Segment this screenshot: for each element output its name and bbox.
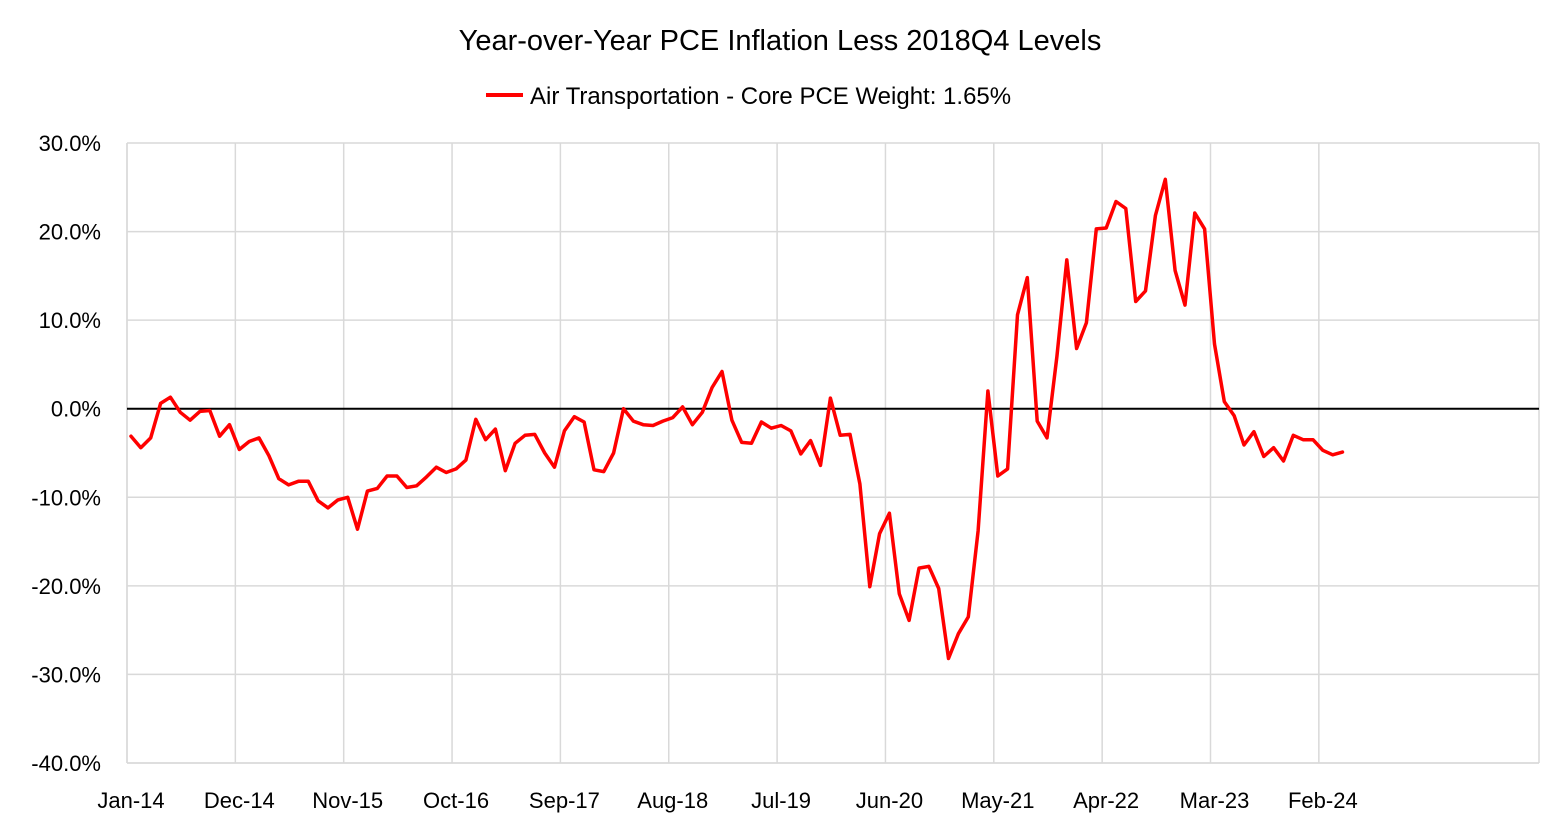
legend: Air Transportation - Core PCE Weight: 1.… xyxy=(486,83,1011,110)
x-tick-label: Nov-15 xyxy=(312,788,383,813)
x-tick-label: Oct-16 xyxy=(423,788,489,813)
y-tick-label: 10.0% xyxy=(39,308,101,333)
y-tick-label: -30.0% xyxy=(31,662,101,687)
y-tick-label: 20.0% xyxy=(39,220,101,245)
y-tick-label: 30.0% xyxy=(39,131,101,156)
x-tick-label: Jul-19 xyxy=(751,788,811,813)
y-tick-label: 0.0% xyxy=(51,397,101,422)
x-tick-label: Jun-20 xyxy=(856,788,923,813)
x-tick-label: Jan-14 xyxy=(97,788,164,813)
chart-title: Year-over-Year PCE Inflation Less 2018Q4… xyxy=(459,25,1102,57)
x-tick-label: May-21 xyxy=(961,788,1034,813)
x-tick-label: Dec-14 xyxy=(204,788,275,813)
x-tick-label: Aug-18 xyxy=(637,788,708,813)
series-line xyxy=(129,177,1345,661)
y-tick-label: -40.0% xyxy=(31,751,101,776)
legend-label: Air Transportation - Core PCE Weight: 1.… xyxy=(530,83,1011,110)
x-tick-label: Feb-24 xyxy=(1288,788,1358,813)
x-tick-label: Sep-17 xyxy=(529,788,600,813)
gridlines xyxy=(126,142,1540,764)
x-tick-label: Mar-23 xyxy=(1180,788,1250,813)
x-axis-ticks: Jan-14 Dec-14 Nov-15 Oct-16 Sep-17 Aug-18 Jul-… xyxy=(97,788,1357,813)
series-layer xyxy=(129,177,1345,661)
y-tick-label: -20.0% xyxy=(31,574,101,599)
x-tick-label: Apr-22 xyxy=(1073,788,1139,813)
y-tick-label: -10.0% xyxy=(31,485,101,510)
y-axis-ticks: 30.0% 20.0% 10.0% 0.0% -10.0% -20.0% -30.0% -40… xyxy=(31,131,101,776)
